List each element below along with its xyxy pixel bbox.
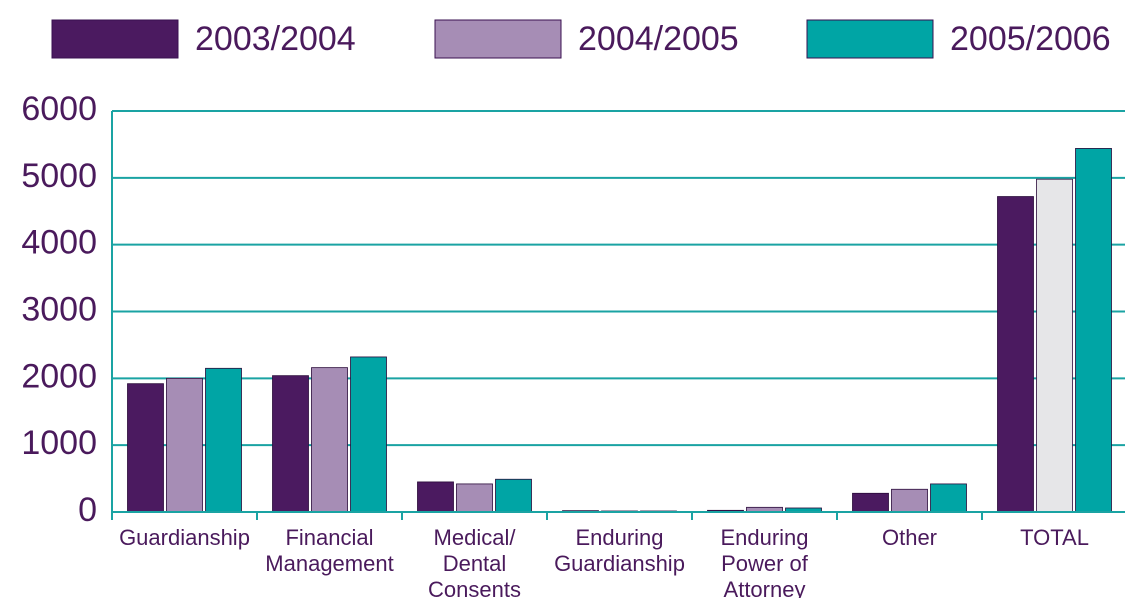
x-tick-label: Dental (443, 551, 507, 576)
legend-swatch (434, 19, 562, 59)
x-tick-label: Medical/ (434, 525, 517, 550)
bar (350, 356, 387, 513)
x-tick-label: Consents (428, 577, 521, 598)
bar (852, 492, 889, 513)
x-tick-label: Financial (285, 525, 373, 550)
legend-label: 2005/2006 (950, 20, 1111, 58)
bar (205, 367, 242, 513)
x-tick-label: Other (882, 525, 937, 550)
y-tick-label: 4000 (21, 224, 97, 262)
bar (127, 383, 164, 513)
y-tick-label: 3000 (21, 290, 97, 328)
y-tick-label: 5000 (21, 157, 97, 195)
legend-swatch (806, 19, 934, 59)
x-tick-label: Guardianship (119, 525, 250, 550)
legend-swatch (51, 19, 179, 59)
bar (166, 377, 203, 513)
x-tick-label: Guardianship (554, 551, 685, 576)
bar (930, 483, 967, 513)
y-tick-label: 1000 (21, 424, 97, 462)
x-tick-label: Enduring (575, 525, 663, 550)
bar (1075, 148, 1112, 513)
x-tick-label: TOTAL (1020, 525, 1089, 550)
x-tick-label: Management (265, 551, 393, 576)
x-tick-label: Power of (721, 551, 809, 576)
y-tick-label: 6000 (21, 90, 97, 128)
bar (997, 196, 1034, 513)
bar (311, 367, 348, 513)
bar (417, 481, 454, 513)
y-tick-label: 2000 (21, 357, 97, 395)
bar (1036, 178, 1073, 513)
bar (891, 488, 928, 513)
x-tick-label: Enduring (720, 525, 808, 550)
x-tick-label: Attorney (724, 577, 806, 598)
bar (456, 483, 493, 513)
legend-label: 2003/2004 (195, 20, 356, 58)
bar (495, 478, 532, 513)
y-tick-label: 0 (78, 491, 97, 529)
bar (272, 375, 309, 513)
legend-label: 2004/2005 (578, 20, 739, 58)
